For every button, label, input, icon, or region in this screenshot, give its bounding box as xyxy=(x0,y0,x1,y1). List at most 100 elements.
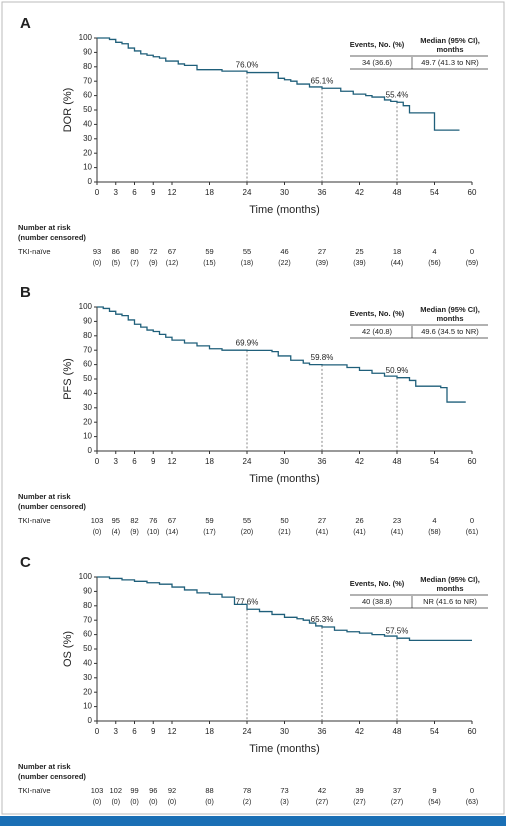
x-tick-label: 60 xyxy=(468,727,477,736)
table-cell: NR (41.6 to NR) xyxy=(423,597,477,606)
at-risk-count: 59 xyxy=(205,247,213,256)
y-tick-label: 100 xyxy=(79,572,93,581)
y-tick-label: 50 xyxy=(83,374,92,383)
x-tick-label: 36 xyxy=(318,727,327,736)
x-tick-label: 54 xyxy=(430,457,439,466)
censored-count: (18) xyxy=(241,260,253,267)
at-risk-count: 9 xyxy=(432,786,436,795)
y-tick-label: 40 xyxy=(83,659,92,668)
survival-curve xyxy=(97,37,460,131)
x-tick-label: 12 xyxy=(168,727,177,736)
y-tick-label: 60 xyxy=(83,630,92,639)
median-annotation: 76.0% xyxy=(236,61,259,70)
table-cell: 40 (38.8) xyxy=(361,597,393,606)
median-annotation: 69.9% xyxy=(236,338,259,347)
y-tick-label: 30 xyxy=(83,403,92,412)
y-tick-label: 40 xyxy=(83,120,92,129)
censored-count: (0) xyxy=(149,799,158,806)
at-risk-count: 0 xyxy=(470,516,474,525)
censored-count: (61) xyxy=(466,529,478,536)
table-header: Median (95% CI), months xyxy=(420,305,480,323)
censored-count: (27) xyxy=(353,799,365,806)
x-tick-label: 48 xyxy=(393,188,402,197)
at-risk-count: 25 xyxy=(355,247,363,256)
table-cell: 49.6 (34.5 to NR) xyxy=(421,327,479,336)
at-risk-count: 82 xyxy=(130,516,138,525)
y-tick-label: 70 xyxy=(83,345,92,354)
at-risk-count: 27 xyxy=(318,516,326,525)
y-tick-label: 90 xyxy=(83,48,92,57)
y-tick-label: 10 xyxy=(83,432,92,441)
median-annotation: 65.1% xyxy=(311,76,334,85)
y-tick-label: 20 xyxy=(83,148,92,157)
at-risk-count: 0 xyxy=(470,247,474,256)
x-tick-label: 9 xyxy=(151,727,156,736)
censored-count: (0) xyxy=(130,799,139,806)
risk-row-label: TKI-naïve xyxy=(18,247,51,256)
censored-count: (4) xyxy=(111,529,120,536)
at-risk-count: 39 xyxy=(355,786,363,795)
at-risk-count: 0 xyxy=(470,786,474,795)
at-risk-count: 46 xyxy=(280,247,288,256)
y-tick-label: 70 xyxy=(83,76,92,85)
at-risk-count: 102 xyxy=(109,786,122,795)
censored-count: (0) xyxy=(93,529,102,536)
x-tick-label: 6 xyxy=(132,727,137,736)
at-risk-count: 99 xyxy=(130,786,138,795)
censored-count: (0) xyxy=(93,799,102,806)
censored-count: (39) xyxy=(316,260,328,267)
at-risk-count: 26 xyxy=(355,516,363,525)
x-tick-label: 12 xyxy=(168,457,177,466)
risk-subtitle: (number censored) xyxy=(18,772,86,781)
at-risk-count: 55 xyxy=(243,247,251,256)
x-tick-label: 6 xyxy=(132,188,137,197)
table-cell: 42 (40.8) xyxy=(361,327,393,336)
x-tick-label: 9 xyxy=(151,188,156,197)
at-risk-count: 37 xyxy=(393,786,401,795)
censored-count: (0) xyxy=(205,799,214,806)
censored-count: (12) xyxy=(166,260,178,267)
at-risk-count: 72 xyxy=(149,247,157,256)
y-tick-label: 90 xyxy=(83,317,92,326)
y-axis-label: PFS (%) xyxy=(62,358,74,400)
censored-count: (22) xyxy=(278,260,290,267)
x-tick-label: 42 xyxy=(355,188,364,197)
at-risk-count: 92 xyxy=(168,786,176,795)
y-tick-label: 30 xyxy=(83,673,92,682)
y-tick-label: 0 xyxy=(88,716,93,725)
median-annotation: 77.6% xyxy=(236,597,259,606)
y-axis-label: DOR (%) xyxy=(62,88,74,133)
at-risk-count: 4 xyxy=(432,516,436,525)
risk-row-label: TKI-naïve xyxy=(18,786,51,795)
x-tick-label: 0 xyxy=(95,457,100,466)
median-annotation: 50.9% xyxy=(386,366,409,375)
censored-count: (9) xyxy=(130,529,139,536)
median-annotation: 59.8% xyxy=(311,353,334,362)
y-tick-label: 40 xyxy=(83,389,92,398)
censored-count: (0) xyxy=(111,799,120,806)
censored-count: (3) xyxy=(280,799,289,806)
y-tick-label: 0 xyxy=(88,446,93,455)
x-tick-label: 36 xyxy=(318,457,327,466)
censored-count: (56) xyxy=(428,260,440,267)
y-tick-label: 50 xyxy=(83,105,92,114)
x-tick-label: 6 xyxy=(132,457,137,466)
y-tick-label: 70 xyxy=(83,615,92,624)
at-risk-count: 78 xyxy=(243,786,251,795)
panel-label: A xyxy=(20,15,31,32)
censored-count: (5) xyxy=(111,260,120,267)
at-risk-count: 86 xyxy=(112,247,120,256)
censored-count: (0) xyxy=(168,799,177,806)
x-tick-label: 30 xyxy=(280,727,289,736)
x-tick-label: 18 xyxy=(205,457,214,466)
at-risk-count: 93 xyxy=(93,247,101,256)
y-tick-label: 50 xyxy=(83,644,92,653)
risk-row-label: TKI-naïve xyxy=(18,516,51,525)
censored-count: (10) xyxy=(147,529,159,536)
y-tick-label: 10 xyxy=(83,163,92,172)
censored-count: (41) xyxy=(391,529,403,536)
y-tick-label: 20 xyxy=(83,417,92,426)
table-header: Events, No. (%) xyxy=(349,309,405,318)
